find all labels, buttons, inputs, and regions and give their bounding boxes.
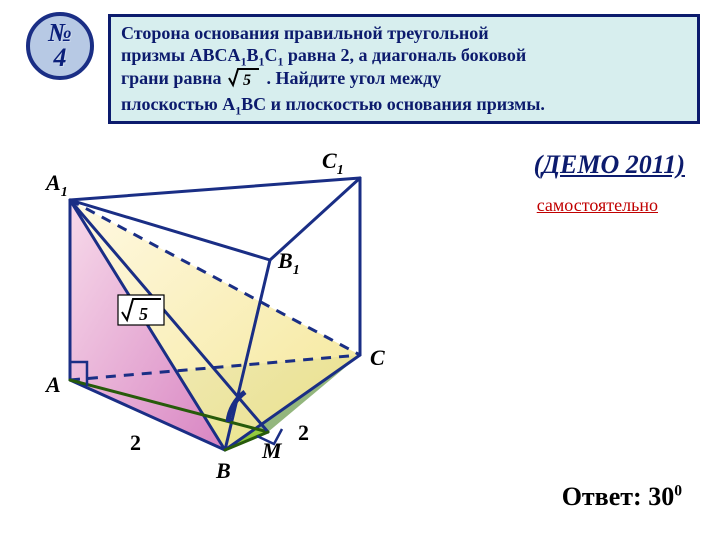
p4b: BC и плоскостью основания призмы. — [241, 94, 545, 114]
label-B1: B1 — [277, 248, 300, 278]
p3a: грани равна — [121, 68, 226, 88]
answer-degree: 0 — [674, 482, 682, 499]
label-2-left: 2 — [130, 430, 141, 455]
p4a: плоскостью A — [121, 94, 235, 114]
svg-text:5: 5 — [243, 72, 251, 88]
label-C: C — [370, 345, 385, 370]
svg-text:5: 5 — [139, 304, 148, 324]
p2d: равна 2, а диагональ боковой — [283, 45, 526, 65]
sqrt-5-inline: 5 — [228, 66, 260, 94]
problem-line-4: плоскостью A1BC и плоскостью основания п… — [121, 94, 687, 116]
edge-A1C1 — [70, 178, 360, 200]
demo-year-link[interactable]: (ДЕМО 2011) — [534, 150, 685, 180]
p2c: C — [264, 45, 277, 65]
problem-line-1: Сторона основания правильной треугольной — [121, 23, 687, 45]
prism-diagram: 5 A B C A1 B1 C1 M 2 2 — [30, 140, 450, 500]
self-study-link[interactable]: самостоятельно — [537, 195, 658, 216]
answer-text: Ответ: 300 — [562, 482, 682, 512]
answer-label: Ответ: 30 — [562, 482, 675, 511]
p3b: . Найдите угол между — [267, 68, 442, 88]
badge-text: № 4 — [26, 12, 94, 80]
problem-line-3: грани равна 5 . Найдите угол между — [121, 66, 687, 94]
p2b: B — [247, 45, 259, 65]
label-A: A — [44, 372, 61, 397]
label-C1: C1 — [322, 148, 344, 178]
p2a: призмы ABCA — [121, 45, 241, 65]
badge-number: 4 — [54, 46, 67, 71]
sqrt5-label: 5 — [118, 295, 164, 325]
problem-statement: Сторона основания правильной треугольной… — [108, 14, 700, 124]
label-B: B — [215, 458, 231, 483]
problem-line-2: призмы ABCA1B1C1 равна 2, а диагональ бо… — [121, 45, 687, 67]
label-A1: A1 — [44, 170, 68, 200]
label-M: M — [261, 438, 283, 463]
problem-number-badge: № 4 — [26, 12, 94, 80]
label-2-right: 2 — [298, 420, 309, 445]
